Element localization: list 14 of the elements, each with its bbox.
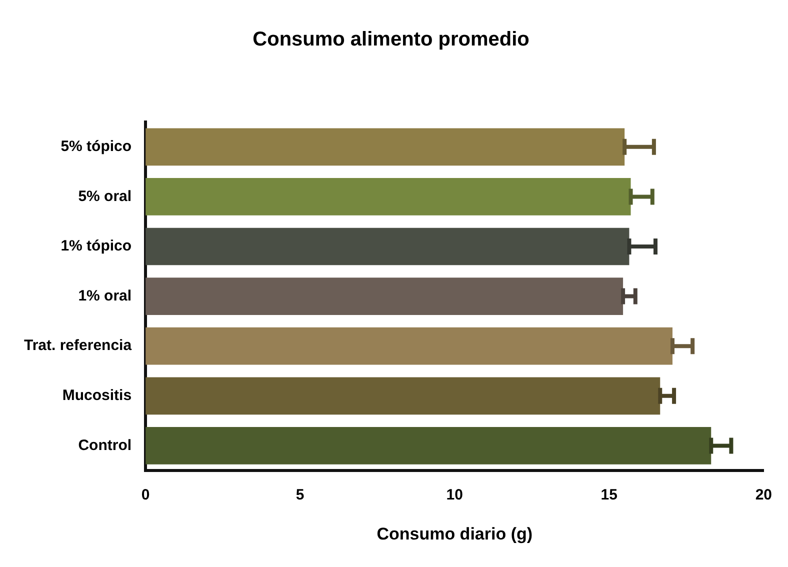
y-tick-label: Trat. referencia	[24, 337, 132, 354]
y-tick-label: Mucositis	[62, 387, 132, 404]
y-tick-label: Control	[78, 436, 132, 454]
x-tick-label: 15	[600, 486, 618, 504]
chart-title: Consumo alimento promedio	[252, 28, 530, 51]
y-tick-label: 1% oral	[78, 287, 132, 304]
x-tick-label: 5	[296, 486, 304, 504]
x-axis-title: Consumo diario (g)	[376, 524, 533, 544]
y-tick-label: 1% tópico	[60, 238, 132, 255]
x-tick-label: 10	[446, 486, 463, 504]
y-tick-label: 5% tópico	[60, 138, 132, 156]
x-tick-label: 20	[755, 486, 772, 504]
y-tick-label: 5% oral	[78, 188, 132, 205]
x-tick-label: 0	[141, 486, 150, 504]
